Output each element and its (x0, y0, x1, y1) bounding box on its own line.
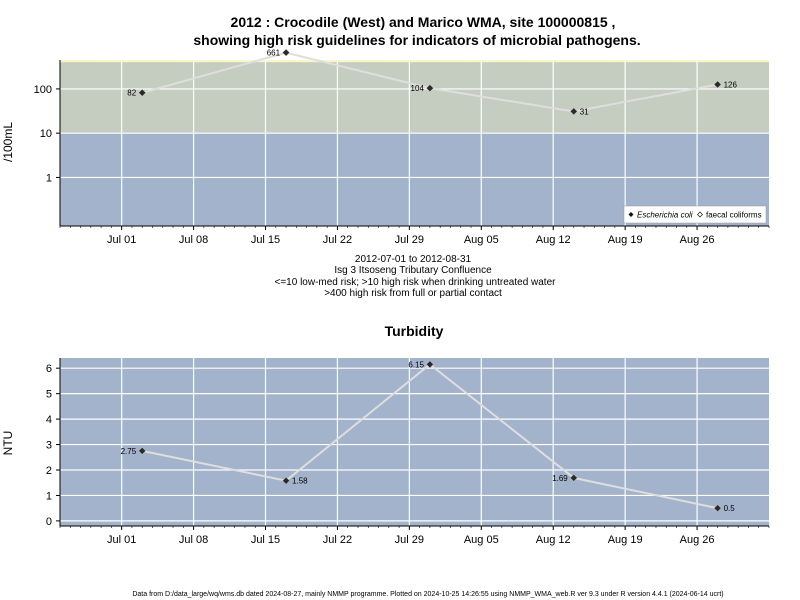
chart2-y-tick-label-5: 5 (46, 389, 52, 401)
chart2-data-point-4 (713, 504, 722, 513)
chart1-x-tick-label-8: Aug 26 (680, 234, 715, 246)
chart2-x-tick-label-5: Aug 05 (464, 534, 499, 546)
chart2-data-point-0 (138, 447, 147, 455)
chart1-x-tick-label-6: Aug 12 (536, 234, 571, 246)
chart1-legend (623, 205, 767, 224)
chart2-y-tick-label-1: 1 (46, 490, 52, 502)
chart1-y-tick-label-2: 100 (34, 84, 52, 96)
chart1-title-line1: 2012 : Crocodile (West) and Marico WMA, … (231, 14, 616, 30)
chart1-risk-band-1 (60, 62, 769, 134)
chart1-data-label-0: 82 (127, 89, 136, 98)
chart2-data-label-2: 6.15 (408, 360, 424, 369)
chart1-subtitle-date-range: 2012-07-01 to 2012-08-31 (355, 254, 472, 265)
chart1-data-point-4 (713, 80, 722, 89)
chart1-y-tick-label-1: 10 (40, 128, 52, 140)
chart1-legend-entry-0: Escherichia coli (637, 211, 693, 220)
chart2-x-tick-label-1: Jul 08 (179, 534, 208, 546)
chart2-panel-background (60, 358, 769, 526)
chart1-x-tick-label-3: Jul 22 (323, 234, 352, 246)
chart1-title-line2: showing high risk guidelines for indicat… (193, 32, 640, 48)
chart1-subtitle-site: Isg 3 Itsoseng Tributary Confluence (334, 265, 492, 276)
chart2-x-tick-label-8: Aug 26 (680, 534, 715, 546)
chart1-data-point-2 (426, 84, 434, 93)
chart1-data-label-3: 31 (580, 107, 589, 116)
chart1-x-tick-label-4: Jul 29 (395, 234, 424, 246)
chart1-risk-band-2 (60, 60, 769, 63)
chart1-subtitle-guideline-contact: >400 high risk from full or partial cont… (324, 288, 502, 299)
chart2-y-tick-label-6: 6 (46, 363, 52, 375)
chart1-data-label-1: 661 (267, 49, 281, 58)
chart2-y-tick-label-3: 3 (46, 440, 52, 452)
chart1-x-tick-label-0: Jul 01 (107, 234, 136, 246)
chart1-data-point-3 (569, 107, 578, 116)
chart1-data-label-2: 104 (411, 84, 425, 93)
chart1-legend-marker-1 (697, 211, 703, 218)
chart2-x-tick-label-6: Aug 12 (536, 534, 571, 546)
chart2-data-label-3: 1.69 (552, 474, 568, 483)
chart2-data-point-1 (282, 476, 290, 485)
chart1-x-tick-label-2: Jul 15 (251, 234, 280, 246)
chart1-x-tick-label-1: Jul 08 (179, 234, 208, 246)
chart1-x-tick-label-7: Aug 19 (608, 234, 643, 246)
chart1-data-point-1 (282, 48, 290, 57)
chart2-x-tick-label-0: Jul 01 (107, 534, 136, 546)
chart2-x-tick-label-3: Jul 22 (323, 534, 352, 546)
chart1-y-axis-label: /100mL (1, 122, 15, 162)
chart2-y-tick-label-2: 2 (46, 465, 52, 477)
chart1-subtitle-guideline-drinking: <=10 low-med risk; >10 high risk when dr… (275, 277, 557, 288)
chart2-x-tick-label-7: Aug 19 (608, 534, 643, 546)
footer-note: Data from D:/data_large/wq/wms.db dated … (132, 591, 723, 598)
chart1-plot-area: 1 10 100 Jul 01 Jul 08 Jul 15 Jul 22 Jul 29 Aug … (34, 48, 770, 246)
chart2-data-point-3 (569, 474, 578, 482)
chart1-x-tick-label-5: Aug 05 (464, 234, 499, 246)
chart2-x-tick-label-2: Jul 15 (251, 534, 280, 546)
chart1-data-label-4: 126 (724, 80, 738, 89)
chart2-y-tick-label-0: 0 (46, 516, 52, 528)
chart1-y-tick-label-0: 1 (46, 172, 52, 184)
chart1-legend-marker-0 (628, 212, 634, 217)
chart2-title: Turbidity (385, 323, 444, 339)
chart2-data-label-0: 2.75 (121, 447, 137, 456)
chart2-data-label-4: 0.5 (724, 504, 736, 513)
chart1-data-point-0 (138, 88, 147, 97)
chart2-y-tick-label-4: 4 (46, 414, 52, 426)
chart2-x-tick-label-4: Jul 29 (395, 534, 424, 546)
chart2-data-point-2 (426, 360, 434, 369)
chart2-plot-area: 0 1 2 3 4 5 6 Jul 01 Jul 08 Jul 15 Jul 22 Jul 29 Aug… (46, 358, 770, 546)
chart1-legend-entry-1: faecal coliforms (706, 211, 762, 220)
chart2-y-axis-label: NTU (1, 431, 15, 456)
chart2-data-label-1: 1.58 (292, 477, 308, 486)
